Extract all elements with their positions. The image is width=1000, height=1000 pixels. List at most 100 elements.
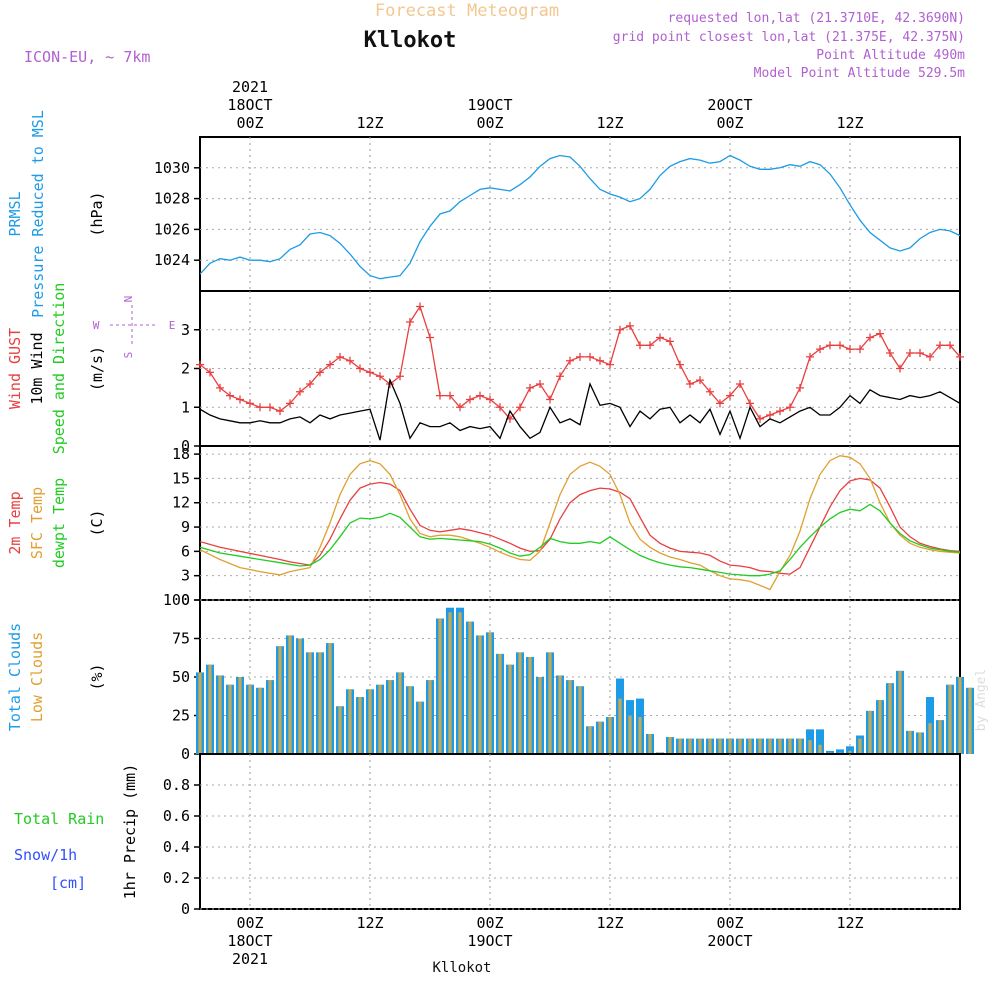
time-label: 12Z xyxy=(596,914,623,932)
time-label: 12Z xyxy=(836,914,863,932)
y-axis-label: dewpt Temp xyxy=(50,478,68,568)
panel-wind: 0 1 2 3 Wind GUST 10m Wind Speed and Direction… xyxy=(6,283,964,455)
gust-marker xyxy=(886,349,894,357)
low-cloud-bar xyxy=(848,750,852,754)
gust-marker xyxy=(646,341,654,350)
time-label: 19OCT xyxy=(467,932,512,950)
gust-marker xyxy=(286,399,294,408)
low-cloud-bar xyxy=(418,701,422,754)
low-cloud-bar xyxy=(718,738,722,754)
low-cloud-bar xyxy=(858,738,862,754)
gust-marker xyxy=(716,399,724,408)
low-cloud-bar xyxy=(388,680,392,754)
gust-marker xyxy=(786,403,794,412)
y-axis-label: Total Clouds xyxy=(6,623,24,731)
gust-marker xyxy=(676,360,684,369)
panel-precip: 0 0.2 0.4 0.6 0.8 1hr Precip (mm) Total Rain Sn… xyxy=(14,753,961,918)
gust-marker xyxy=(756,414,764,423)
gust-marker xyxy=(266,403,274,412)
legend-entry: [cm] xyxy=(50,874,86,892)
gust-marker xyxy=(826,341,834,350)
low-cloud-bar xyxy=(378,684,382,754)
low-cloud-bar xyxy=(618,698,622,754)
gust-marker xyxy=(636,341,644,350)
gust-marker xyxy=(816,345,824,354)
time-label: 00Z xyxy=(236,914,263,932)
y-axis-label: 1hr Precip (mm) xyxy=(121,764,139,899)
low-cloud-bar xyxy=(428,680,432,754)
time-label: 12Z xyxy=(596,114,623,132)
low-cloud-bar xyxy=(788,738,792,754)
low-cloud-bar xyxy=(218,675,222,754)
gust-marker xyxy=(916,349,924,357)
low-cloud-bar xyxy=(608,717,612,754)
panel-frame xyxy=(199,136,961,292)
low-cloud-bar xyxy=(398,672,402,754)
low-cloud-bar xyxy=(278,646,282,754)
low-cloud-bar xyxy=(628,715,632,754)
gust-marker xyxy=(366,368,374,377)
series-prmsl xyxy=(200,154,960,280)
gust-marker xyxy=(426,333,434,342)
compass-e: E xyxy=(169,319,176,332)
low-cloud-bar xyxy=(488,632,492,754)
low-cloud-bar xyxy=(208,664,212,754)
y-tick-label: 0.2 xyxy=(163,869,190,887)
low-cloud-bar xyxy=(518,652,522,754)
gust-marker xyxy=(856,345,864,354)
gust-marker xyxy=(586,352,594,361)
gust-marker xyxy=(446,391,454,400)
series-2m-temp xyxy=(200,477,960,575)
low-cloud-bar xyxy=(548,652,552,754)
gust-marker xyxy=(836,341,844,350)
total-cloud-bar xyxy=(826,750,834,754)
low-cloud-bar xyxy=(878,700,882,754)
low-cloud-bar xyxy=(328,643,332,754)
y-tick-label: 0 xyxy=(181,591,190,609)
gust-marker xyxy=(906,349,914,357)
low-cloud-bar xyxy=(558,675,562,754)
y-tick-label: 50 xyxy=(172,668,190,686)
panel-pressure: 1024 1026 1028 1030 PRMSL Pressure Reduced to… xyxy=(6,110,961,318)
gust-marker xyxy=(416,302,424,311)
low-cloud-bar xyxy=(338,706,342,754)
low-cloud-bar xyxy=(928,723,932,754)
low-cloud-bar xyxy=(888,683,892,754)
low-cloud-bar xyxy=(678,738,682,754)
y-tick-label: 3 xyxy=(181,567,190,585)
gust-marker xyxy=(596,356,604,365)
total-cloud-bar xyxy=(846,746,854,754)
low-cloud-bar xyxy=(698,738,702,754)
y-axis-label: Wind GUST xyxy=(6,328,24,409)
gust-marker xyxy=(666,337,674,346)
gust-marker xyxy=(736,380,744,388)
time-label: 00Z xyxy=(476,114,503,132)
y-tick-label: 0 xyxy=(181,437,190,455)
unit-label: (m/s) xyxy=(88,346,106,391)
time-label: 12Z xyxy=(836,114,863,132)
series-10m-wind xyxy=(200,377,960,441)
gust-marker xyxy=(256,403,264,412)
y-tick-label: 1030 xyxy=(154,159,190,177)
gust-marker xyxy=(776,407,784,416)
y-tick-label: 0.6 xyxy=(163,807,190,825)
time-label: 20OCT xyxy=(707,932,752,950)
low-cloud-bar xyxy=(538,677,542,754)
y-axis-label: SFC Temp xyxy=(28,487,46,559)
time-label: 12Z xyxy=(356,114,383,132)
low-cloud-bar xyxy=(908,730,912,754)
low-cloud-bar xyxy=(768,738,772,754)
gust-marker xyxy=(436,391,444,400)
gust-marker xyxy=(846,345,854,354)
gust-marker xyxy=(536,380,544,388)
gust-marker xyxy=(236,395,244,404)
panel-frame xyxy=(199,753,961,910)
gust-marker xyxy=(246,399,254,408)
low-cloud-bar xyxy=(228,684,232,754)
gust-marker xyxy=(326,360,334,369)
y-axis-label: 2m Temp xyxy=(6,491,24,554)
time-label: 12Z xyxy=(356,914,383,932)
gust-marker xyxy=(336,352,344,361)
gust-marker xyxy=(796,383,804,392)
